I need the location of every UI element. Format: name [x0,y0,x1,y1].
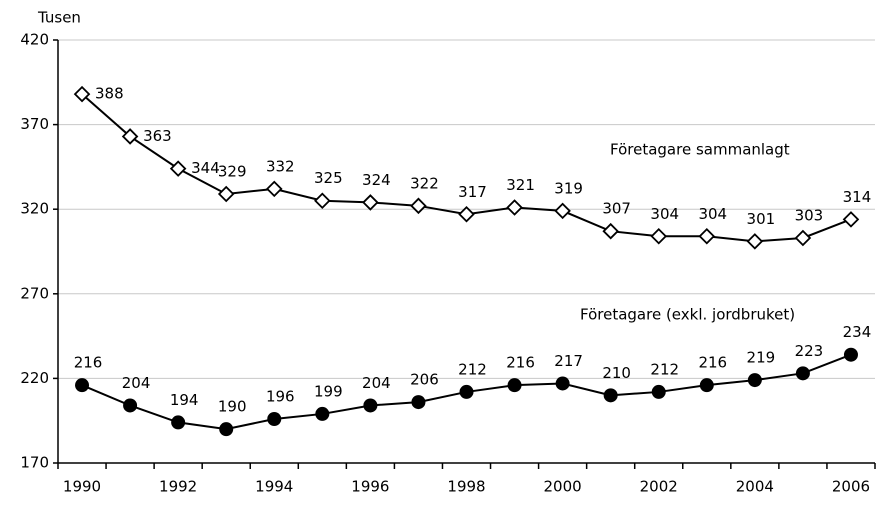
data-label: 324 [362,171,391,189]
point [410,197,427,215]
data-label: 304 [650,205,679,223]
point [73,85,91,103]
data-label: 206 [410,371,439,389]
y-axis-label: Tusen [37,9,81,27]
point [169,160,187,177]
point [219,422,234,437]
point [362,194,379,211]
point [698,227,716,245]
point [121,128,139,145]
data-label: 307 [602,200,631,218]
point [75,378,90,393]
data-label: 196 [266,388,295,406]
x-tick-label: 1990 [63,478,101,496]
point [459,384,474,399]
point [411,395,426,410]
point [746,233,764,250]
data-label: 304 [698,205,727,223]
data-label: 344 [191,159,220,177]
data-label: 210 [602,364,631,382]
x-tick-label: 2004 [736,478,774,496]
point [315,406,330,421]
data-label: 216 [74,354,103,372]
x-tick-label: 2000 [544,478,582,496]
point [123,398,138,413]
data-label: 303 [795,206,824,224]
data-label: 216 [698,354,727,372]
x-tick-label: 2006 [832,478,870,496]
data-label: 217 [554,352,583,370]
data-label: 301 [747,210,776,228]
data-label: 212 [458,360,487,378]
data-label: 223 [795,342,824,360]
point [458,206,475,223]
point [794,229,812,247]
series-name: Företagare sammanlagt [610,141,790,159]
data-label: 199 [314,382,343,400]
series-name: Företagare (exkl. jordbruket) [580,306,795,324]
point [651,384,666,399]
data-label: 314 [843,188,872,206]
data-label: 329 [218,162,247,180]
y-tick-label: 420 [20,31,49,49]
data-label: 190 [218,398,247,416]
data-label: 325 [314,169,343,187]
y-tick-label: 320 [20,200,49,218]
y-tick-label: 370 [20,115,49,133]
data-label: 321 [506,176,535,194]
point [267,412,282,427]
point [363,398,378,413]
point [603,388,618,403]
x-tick-label: 1994 [255,478,293,496]
data-label: 319 [554,179,583,197]
data-label: 204 [362,374,391,392]
x-tick-label: 1996 [351,478,389,496]
x-tick-label: 1992 [159,478,197,496]
y-tick-label: 170 [20,454,49,472]
point [602,222,619,240]
point [650,227,668,245]
data-label: 234 [843,323,872,341]
point [217,185,235,203]
point [842,211,860,228]
data-label: 204 [122,374,151,392]
data-label: 388 [95,85,124,103]
y-tick-label: 270 [20,284,49,302]
data-label: 194 [170,391,199,409]
point [171,415,186,430]
data-label: 332 [266,157,295,175]
point [554,202,571,220]
point [555,376,570,391]
point [699,378,714,393]
data-label: 317 [458,183,487,201]
data-label: 216 [506,354,535,372]
data-label: 219 [747,349,776,367]
data-label: 363 [143,127,172,145]
x-tick-label: 1998 [447,478,485,496]
point [843,347,858,362]
point [507,378,522,393]
y-tick-label: 220 [20,369,49,387]
point [314,192,331,210]
x-tick-label: 2002 [640,478,678,496]
point [265,180,283,198]
point [747,373,762,388]
point [795,366,810,381]
data-label: 322 [410,174,439,192]
data-label: 212 [650,360,679,378]
point [506,199,523,216]
